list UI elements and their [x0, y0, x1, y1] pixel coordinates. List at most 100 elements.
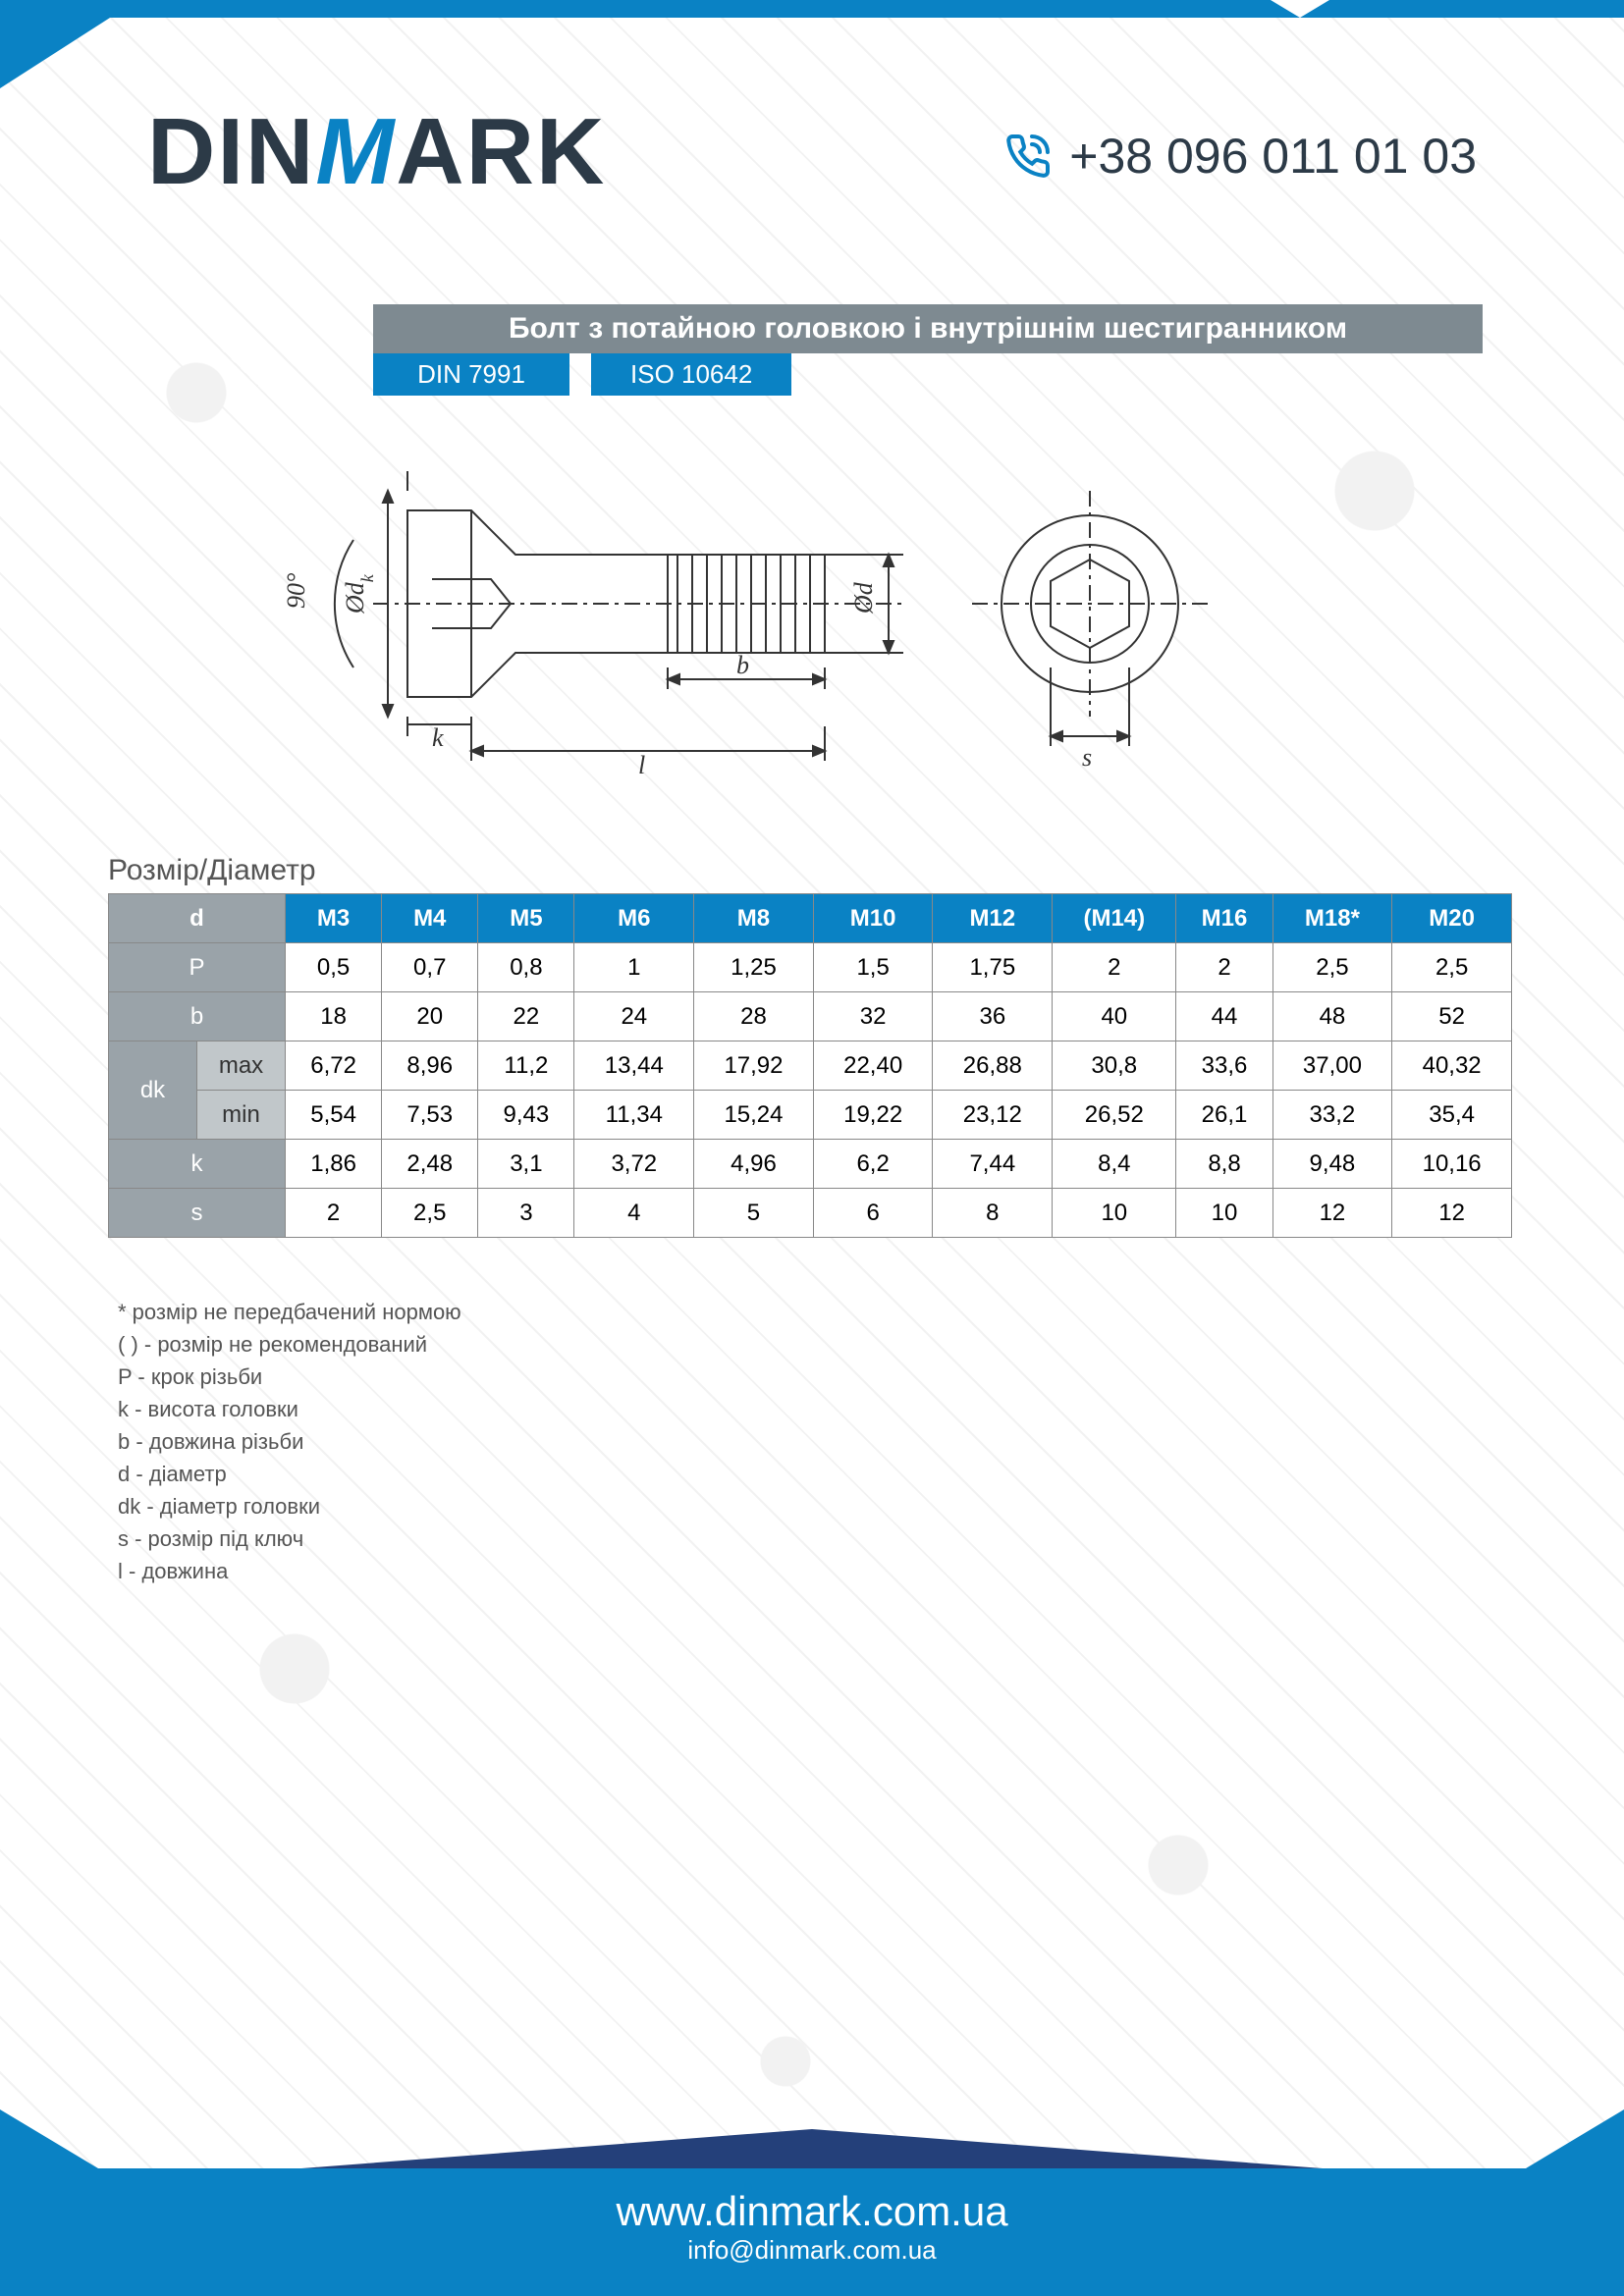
table-col: M3 [286, 894, 382, 943]
cell: 26,1 [1176, 1091, 1272, 1140]
table-col: M6 [574, 894, 694, 943]
cell: 2 [1053, 943, 1176, 992]
cell: 7,44 [933, 1140, 1053, 1189]
table-col: M18* [1272, 894, 1392, 943]
legend-line: b - довжина різьби [118, 1425, 461, 1458]
diagram-label-l: l [638, 751, 645, 779]
cell: 33,2 [1272, 1091, 1392, 1140]
cell: 24 [574, 992, 694, 1041]
cell: 26,52 [1053, 1091, 1176, 1140]
bolt-diagram: 90° Ødk Ød k b l s [236, 432, 1384, 795]
product-title: Болт з потайною головкою і внутрішнім ше… [373, 304, 1483, 353]
cell: 30,8 [1053, 1041, 1176, 1091]
phone-block: +38 096 011 01 03 [1004, 128, 1477, 185]
diagram-label-dk: Ødk [341, 573, 377, 614]
cell: 1,86 [286, 1140, 382, 1189]
legend-line: d - діаметр [118, 1458, 461, 1490]
cell: 12 [1272, 1189, 1392, 1238]
footer-accent-dark [301, 2129, 1323, 2168]
cell: 15,24 [694, 1091, 814, 1140]
brand-part1: DIN [147, 99, 315, 204]
cell: 18 [286, 992, 382, 1041]
row-label: b [109, 992, 286, 1041]
table-col: M12 [933, 894, 1053, 943]
standard-din: DIN 7991 [373, 353, 569, 396]
legend-line: ( ) - розмір не рекомендований [118, 1328, 461, 1361]
row-label: P [109, 943, 286, 992]
brand-logo: DINMARK [147, 98, 606, 206]
table-col: (M14) [1053, 894, 1176, 943]
cell: 22 [478, 992, 574, 1041]
table-row: k 1,862,483,13,724,966,27,448,48,89,4810… [109, 1140, 1512, 1189]
brand-m: M [315, 99, 396, 204]
spec-table: d M3 M4 M5 M6 M8 M10 M12 (M14) M16 M18* … [108, 893, 1512, 1238]
cell: 1 [574, 943, 694, 992]
legend-line: l - довжина [118, 1555, 461, 1587]
cell: 28 [694, 992, 814, 1041]
cell: 8,4 [1053, 1140, 1176, 1189]
cell: 0,7 [382, 943, 478, 992]
cell: 8,8 [1176, 1140, 1272, 1189]
table-col: M20 [1392, 894, 1512, 943]
diagram-label-s: s [1082, 743, 1092, 772]
table-row: s 22,53456810101212 [109, 1189, 1512, 1238]
header-accent-bar [0, 0, 1624, 18]
cell: 17,92 [694, 1041, 814, 1091]
table-row: b 1820222428323640444852 [109, 992, 1512, 1041]
legend-line: P - крок різьби [118, 1361, 461, 1393]
row-label: s [109, 1189, 286, 1238]
cell: 19,22 [813, 1091, 933, 1140]
cell: 10,16 [1392, 1140, 1512, 1189]
legend-line: * розмір не передбачений нормою [118, 1296, 461, 1328]
cell: 5,54 [286, 1091, 382, 1140]
cell: 1,5 [813, 943, 933, 992]
legend-line: dk - діаметр головки [118, 1490, 461, 1522]
cell: 26,88 [933, 1041, 1053, 1091]
cell: 6,2 [813, 1140, 933, 1189]
footer-accent-right [1526, 2109, 1624, 2168]
standard-iso: ISO 10642 [591, 353, 791, 396]
cell: 2,5 [1392, 943, 1512, 992]
table-header-row: d M3 M4 M5 M6 M8 M10 M12 (M14) M16 M18* … [109, 894, 1512, 943]
cell: 1,75 [933, 943, 1053, 992]
cell: 23,12 [933, 1091, 1053, 1140]
table-row: dk max 6,728,9611,213,4417,9222,4026,883… [109, 1041, 1512, 1091]
cell: 11,34 [574, 1091, 694, 1140]
cell: 1,25 [694, 943, 814, 992]
cell: 2 [286, 1189, 382, 1238]
cell: 2,48 [382, 1140, 478, 1189]
cell: 0,8 [478, 943, 574, 992]
cell: 6 [813, 1189, 933, 1238]
row-label-max: max [197, 1041, 286, 1091]
row-label-min: min [197, 1091, 286, 1140]
cell: 7,53 [382, 1091, 478, 1140]
row-label: k [109, 1140, 286, 1189]
legend-line: s - розмір під ключ [118, 1522, 461, 1555]
footer-email: info@dinmark.com.ua [0, 2235, 1624, 2266]
cell: 48 [1272, 992, 1392, 1041]
table-row: min 5,547,539,4311,3415,2419,2223,1226,5… [109, 1091, 1512, 1140]
cell: 2,5 [382, 1189, 478, 1238]
cell: 44 [1176, 992, 1272, 1041]
legend-block: * розмір не передбачений нормою ( ) - ро… [118, 1296, 461, 1587]
table-col: M5 [478, 894, 574, 943]
cell: 3,1 [478, 1140, 574, 1189]
cell: 5 [694, 1189, 814, 1238]
cell: 10 [1053, 1189, 1176, 1238]
standards-row: DIN 7991 ISO 10642 [373, 353, 791, 396]
cell: 3,72 [574, 1140, 694, 1189]
table-col: M8 [694, 894, 814, 943]
cell: 2 [1176, 943, 1272, 992]
cell: 40 [1053, 992, 1176, 1041]
phone-number: +38 096 011 01 03 [1069, 128, 1477, 185]
row-label-dk: dk [109, 1041, 197, 1140]
cell: 33,6 [1176, 1041, 1272, 1091]
footer-website: www.dinmark.com.ua [0, 2188, 1624, 2235]
diagram-label-b: b [736, 651, 749, 679]
cell: 0,5 [286, 943, 382, 992]
footer-accent-left [0, 2109, 98, 2168]
diagram-label-angle: 90° [282, 573, 310, 609]
table-col: M16 [1176, 894, 1272, 943]
cell: 10 [1176, 1189, 1272, 1238]
legend-line: k - висота головки [118, 1393, 461, 1425]
